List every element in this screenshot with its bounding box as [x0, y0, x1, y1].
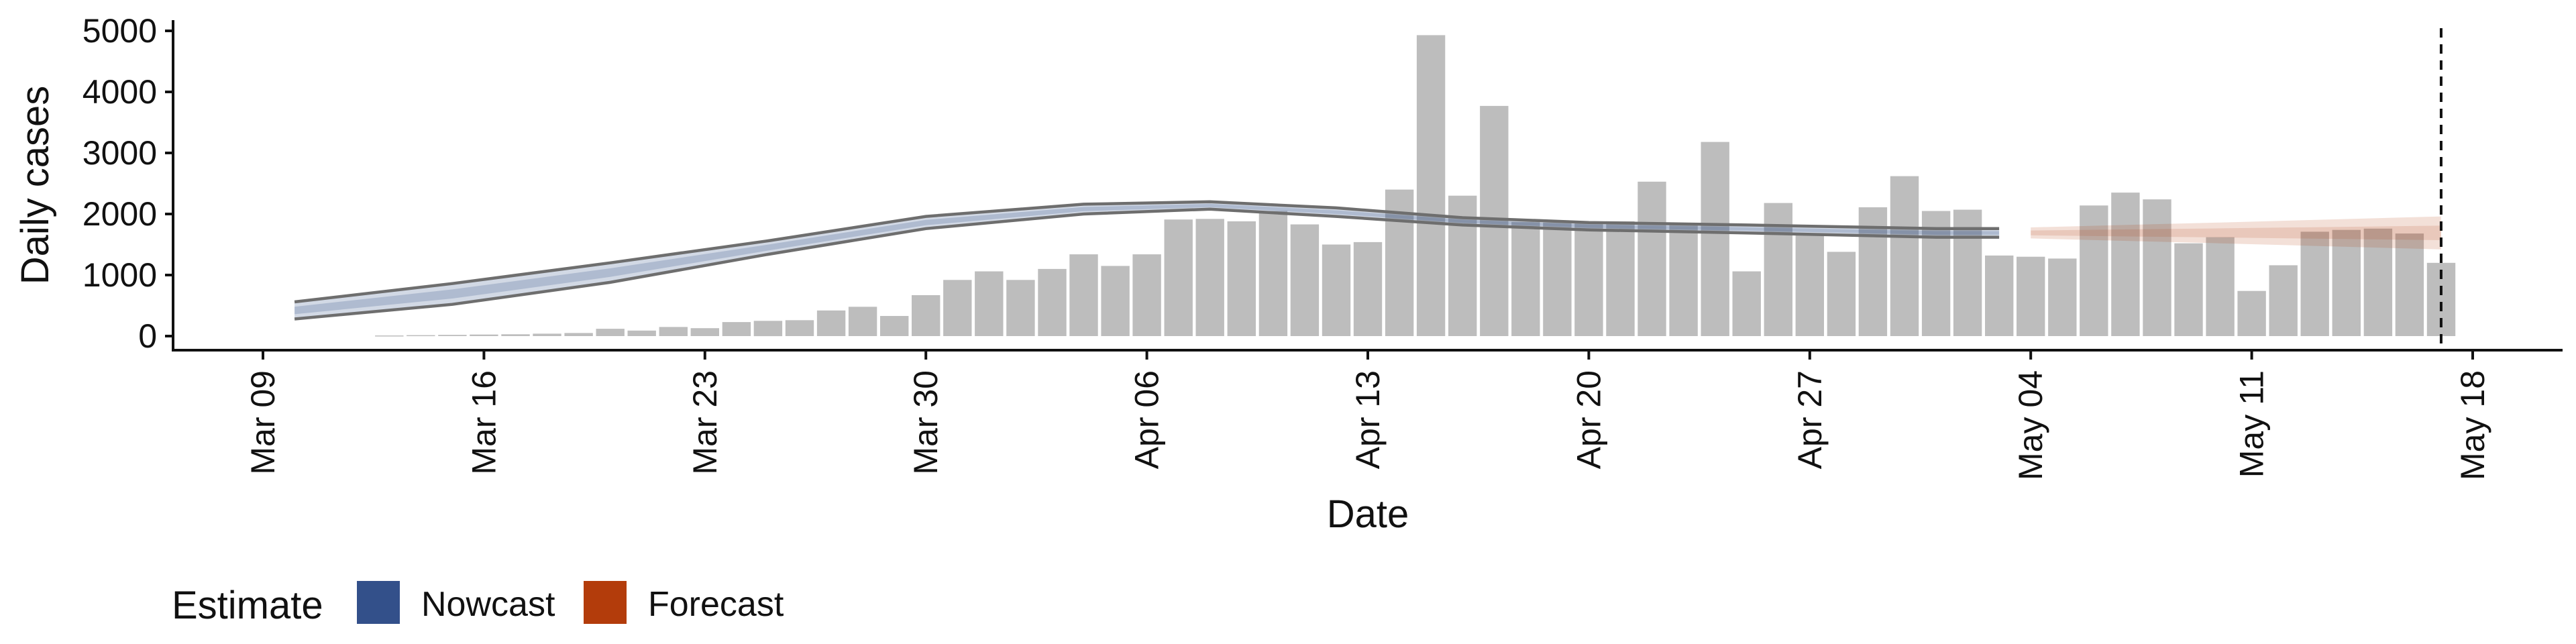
- case-bar: [2048, 258, 2077, 336]
- y-tick-label: 2000: [83, 195, 157, 233]
- case-bar: [501, 334, 530, 336]
- case-bar: [1732, 271, 1761, 336]
- x-tick-label: May 11: [2233, 370, 2271, 478]
- case-bar: [880, 316, 909, 336]
- case-bar: [1227, 221, 1256, 336]
- y-tick-label: 5000: [83, 12, 157, 50]
- case-bar: [2395, 233, 2424, 336]
- case-bar: [943, 280, 972, 336]
- case-bar: [564, 333, 593, 336]
- case-bar: [816, 310, 846, 336]
- x-tick-label: Apr 06: [1128, 370, 1166, 469]
- x-tick-label: Mar 23: [686, 370, 724, 475]
- case-bar: [1322, 244, 1351, 336]
- case-bar: [1953, 209, 1982, 336]
- x-tick-label: Mar 09: [244, 370, 282, 475]
- case-bar: [659, 327, 688, 336]
- case-bar: [975, 271, 1004, 336]
- x-tick-label: Apr 27: [1791, 370, 1829, 469]
- case-bar: [2206, 237, 2235, 336]
- case-bar: [1795, 233, 1824, 336]
- case-bar: [1511, 221, 1540, 336]
- case-bar: [2080, 205, 2108, 336]
- legend-title: Estimate: [172, 584, 323, 627]
- case-bar: [438, 335, 467, 336]
- legend: Estimate Nowcast Forecast: [172, 581, 784, 627]
- case-bar: [1606, 221, 1635, 336]
- case-bar: [1985, 255, 2014, 336]
- y-tick-label: 1000: [83, 256, 157, 294]
- case-bar: [1416, 35, 1446, 337]
- case-bar: [1290, 224, 1320, 336]
- legend-label-forecast: Forecast: [648, 585, 784, 624]
- case-bar: [2332, 229, 2361, 336]
- x-axis-title: Date: [1327, 492, 1409, 536]
- case-bar: [375, 335, 404, 337]
- case-bar: [1890, 176, 1919, 336]
- x-tick-label: Apr 13: [1349, 370, 1387, 469]
- case-bar: [2300, 231, 2329, 336]
- case-bar: [1764, 203, 1792, 336]
- case-bar: [1353, 241, 1383, 336]
- case-bar: [1480, 105, 1509, 336]
- case-bar: [690, 328, 719, 336]
- case-bar: [1701, 142, 1729, 336]
- nowcast-lower-line: [294, 207, 2000, 321]
- case-bar: [2143, 199, 2171, 336]
- case-bar: [2017, 256, 2045, 336]
- case-bar: [1038, 268, 1067, 336]
- nowcast-upper-line: [294, 200, 2000, 304]
- y-tick-label: 3000: [83, 134, 157, 172]
- case-bar: [848, 307, 877, 336]
- case-bar: [470, 334, 498, 336]
- case-bar: [722, 322, 751, 336]
- x-tick-label: May 18: [2454, 370, 2491, 480]
- x-tick-label: Mar 30: [907, 370, 945, 475]
- estimate-bands-layer: [294, 200, 2441, 321]
- case-bar: [1164, 219, 1193, 336]
- forecast-band: [2031, 216, 2441, 250]
- case-bar: [753, 321, 783, 337]
- case-bar: [2237, 290, 2266, 336]
- case-bar: [596, 329, 625, 336]
- legend-swatch-nowcast: [357, 581, 400, 624]
- bars-layer: [375, 35, 2456, 337]
- case-bar: [1132, 254, 1161, 336]
- case-bar: [785, 320, 814, 336]
- y-tick-label: 0: [138, 317, 157, 355]
- x-tick-label: May 04: [2012, 370, 2049, 480]
- forecast-inner-band: [2031, 225, 2441, 240]
- x-axis-ticks: Mar 09 Mar 16 Mar 23 Mar 30 Apr 06 Apr 13 Apr …: [244, 350, 2491, 480]
- y-axis-ticks: 0 1000 2000 3000 4000 5000: [83, 12, 173, 355]
- case-bar: [1638, 181, 1666, 336]
- case-bar: [1006, 280, 1035, 336]
- case-bar: [1669, 223, 1698, 336]
- case-bar: [1069, 254, 1098, 336]
- case-bar: [912, 295, 941, 336]
- case-bar: [1195, 219, 1224, 336]
- y-axis-title: Daily cases: [13, 86, 57, 285]
- case-bar: [1921, 211, 1951, 336]
- x-tick-label: Apr 20: [1570, 370, 1607, 469]
- case-bar: [1258, 211, 1288, 336]
- case-bar: [627, 330, 656, 336]
- legend-swatch-forecast: [584, 581, 627, 624]
- case-bar: [2111, 193, 2140, 336]
- case-bar: [2174, 243, 2203, 336]
- case-bar: [1543, 222, 1572, 336]
- case-bar: [407, 335, 435, 337]
- y-tick-label: 4000: [83, 73, 157, 111]
- case-bar: [1101, 266, 1130, 336]
- case-bar: [1827, 252, 1856, 336]
- case-bar: [533, 333, 561, 336]
- x-tick-label: Mar 16: [465, 370, 502, 475]
- legend-label-nowcast: Nowcast: [421, 585, 555, 624]
- case-bar: [1574, 223, 1603, 336]
- case-bar: [2269, 265, 2298, 336]
- case-bar: [2363, 228, 2393, 336]
